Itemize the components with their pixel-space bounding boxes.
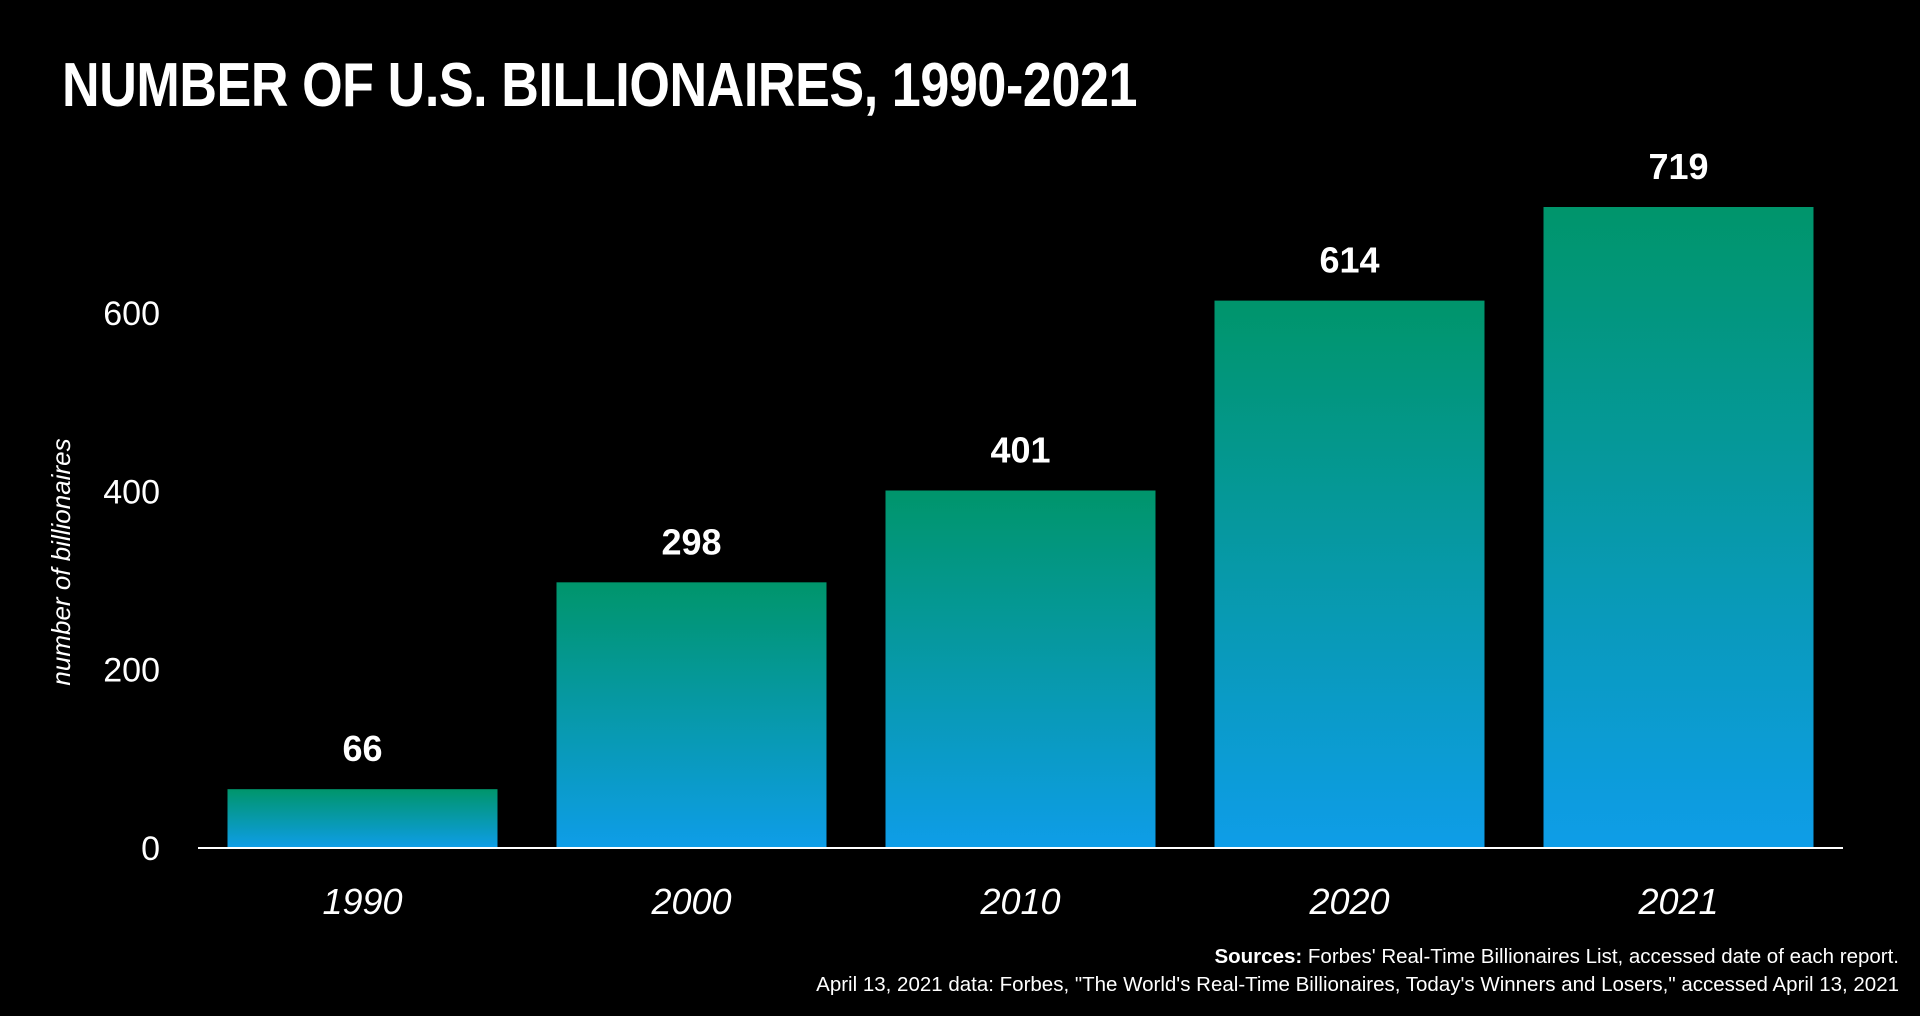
x-axis: 1990 2000 2010 2020 2021 xyxy=(198,847,1843,922)
y-axis-title: number of billionaires xyxy=(46,438,76,685)
bar-2021 xyxy=(1543,207,1814,848)
x-tick-label: 2020 xyxy=(1308,881,1389,922)
x-tick-label: 1990 xyxy=(322,881,402,922)
bar-2000 xyxy=(556,582,827,848)
y-tick-label: 400 xyxy=(103,473,160,511)
bar-2020 xyxy=(1214,300,1485,848)
x-tick-label: 2021 xyxy=(1637,881,1718,922)
data-label-2020: 614 xyxy=(1319,240,1379,281)
x-tick-label: 2000 xyxy=(650,881,731,922)
bar-2010 xyxy=(885,490,1156,848)
data-label-1990: 66 xyxy=(342,728,382,769)
sources-line-1: Sources: Forbes' Real-Time Billionaires … xyxy=(816,943,1899,971)
y-axis: 0 200 400 600 xyxy=(103,295,160,868)
bars-group: 66 298 401 614 719 xyxy=(227,146,1814,848)
y-tick-label: 600 xyxy=(103,295,160,333)
x-tick-label: 2010 xyxy=(979,881,1060,922)
sources-line-2: April 13, 2021 data: Forbes, "The World'… xyxy=(816,973,1899,996)
data-label-2010: 401 xyxy=(990,430,1050,471)
data-label-2000: 298 xyxy=(661,521,721,562)
sources-label: Sources: xyxy=(1214,945,1303,968)
data-label-2021: 719 xyxy=(1648,146,1708,187)
y-tick-label: 200 xyxy=(103,652,160,690)
bar-1990 xyxy=(227,789,498,848)
sources-note: Sources: Forbes' Real-Time Billionaires … xyxy=(816,943,1899,999)
chart-title: NUMBER OF U.S. BILLIONAIRES, 1990-2021 xyxy=(62,51,1138,120)
sources-text: Forbes' Real-Time Billionaires List, acc… xyxy=(1307,945,1899,968)
y-tick-label: 0 xyxy=(141,830,160,868)
